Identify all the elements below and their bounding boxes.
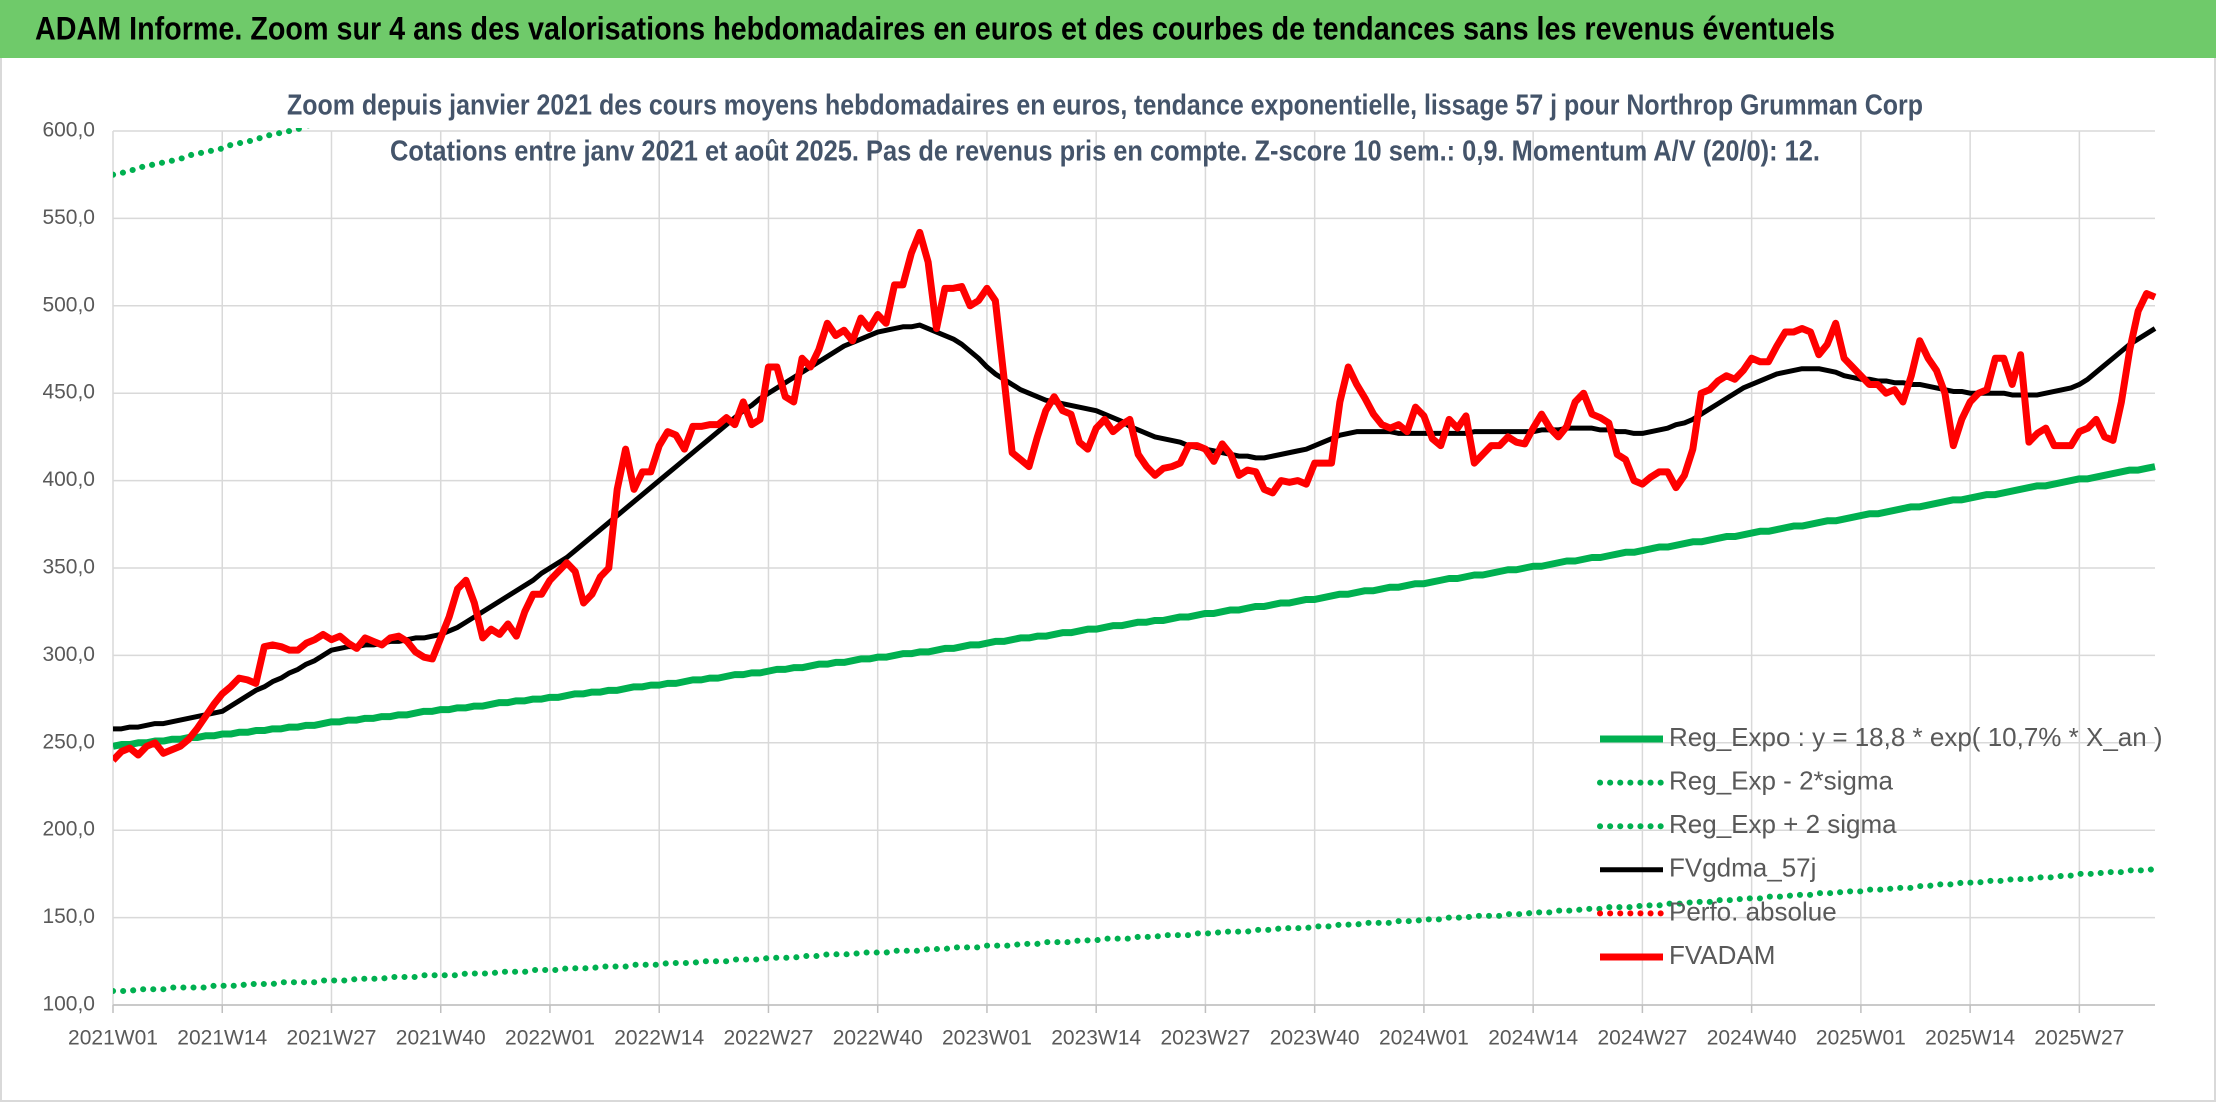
legend: Reg_Expo : y = 18,8 * exp( 10,7% * X_an … [1597,722,2163,970]
legend-label: FVgdma_57j [1669,853,1816,883]
series-line [113,463,2156,750]
x-tick-label: 2022W27 [724,1027,814,1050]
x-tick-label: 2021W01 [68,1027,158,1050]
legend-label: Reg_Exp - 2*sigma [1669,765,1894,795]
y-tick-label: 550,0 [42,206,95,229]
y-tick-label: 350,0 [42,556,95,579]
x-tick-label: 2024W27 [1597,1027,1687,1050]
legend-label: Perfo. absolue [1669,896,1837,926]
header-title: ADAM Informe. Zoom sur 4 ans des valoris… [35,10,1835,46]
x-tick-label: 2024W40 [1707,1027,1797,1050]
x-tick-label: 2023W01 [942,1027,1032,1050]
grid: 100,0 150,0 200,0 250,0 300,0 350,0 400,0 450,0… [42,119,2155,1050]
x-tick-label: 2025W14 [1925,1027,2015,1050]
y-tick-label: 400,0 [42,468,95,491]
y-tick-label: 200,0 [42,818,95,841]
x-tick-label: 2021W14 [177,1027,267,1050]
series-line [113,228,2157,763]
x-tick-label: 2022W40 [833,1027,923,1050]
x-tick-label: 2023W27 [1160,1027,1250,1050]
x-tick-label: 2022W01 [505,1027,595,1050]
plot [113,128,2158,995]
legend-label: FVADAM [1669,940,1775,970]
y-tick-label: 450,0 [42,381,95,404]
header-band [0,0,2216,58]
x-tick-label: 2021W27 [287,1027,377,1050]
y-tick-label: 250,0 [42,730,95,753]
y-tick-label: 500,0 [42,293,95,316]
x-tick-label: 2024W01 [1379,1027,1469,1050]
x-tick-label: 2021W40 [396,1027,486,1050]
x-tick-label: 2025W27 [2034,1027,2124,1050]
x-tick-label: 2023W40 [1270,1027,1360,1050]
legend-label: Reg_Exp + 2 sigma [1669,809,1897,839]
y-tick-label: 100,0 [42,993,95,1016]
chart-subtitle: Cotations entre janv 2021 et août 2025. … [390,136,1820,168]
y-tick-label: 150,0 [42,905,95,928]
x-tick-label: 2024W14 [1488,1027,1578,1050]
x-tick-label: 2023W14 [1051,1027,1141,1050]
y-tick-label: 300,0 [42,643,95,666]
x-tick-label: 2025W01 [1816,1027,1906,1050]
series-line [113,865,2158,995]
x-tick-label: 2022W14 [614,1027,704,1050]
legend-label: Reg_Expo : y = 18,8 * exp( 10,7% * X_an … [1669,722,2163,752]
y-tick-label: 600,0 [42,119,95,142]
chart-title: Zoom depuis janvier 2021 des cours moyen… [287,90,1923,122]
